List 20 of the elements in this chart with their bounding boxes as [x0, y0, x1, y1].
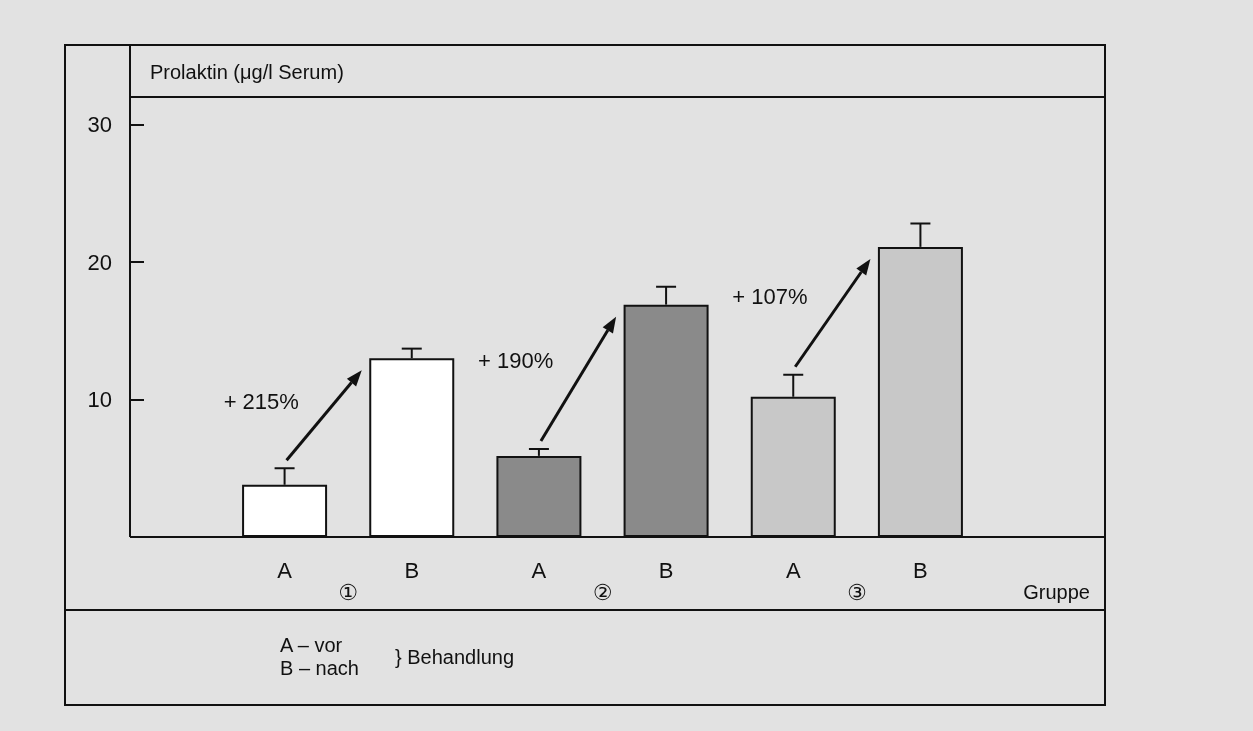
y-tick-label: 10 [87, 387, 112, 412]
annotation: + 190% [477, 347, 554, 373]
x-tick-label: A [785, 557, 801, 583]
x-tick-label: B [658, 557, 674, 583]
x-axis-title: Gruppe [1023, 581, 1090, 603]
text: B – nach [280, 657, 359, 679]
y-axis-title: Prolaktin (μg/l Serum) [150, 61, 344, 83]
text: ③ [846, 579, 867, 605]
annotation: + 215% [223, 389, 299, 415]
x-tick-label: B [913, 557, 928, 583]
x-tick-label: A [277, 557, 293, 583]
text: ② [592, 579, 613, 605]
x-tick-label: B [404, 557, 420, 583]
x-tick-label: A [531, 557, 547, 583]
annotation: + 107% [732, 284, 808, 310]
text: } Behandlung [395, 646, 515, 668]
text: A – vor [280, 634, 343, 656]
y-tick-label: 30 [87, 112, 112, 137]
text: ① [338, 579, 359, 605]
y-tick-label: 20 [87, 249, 112, 275]
